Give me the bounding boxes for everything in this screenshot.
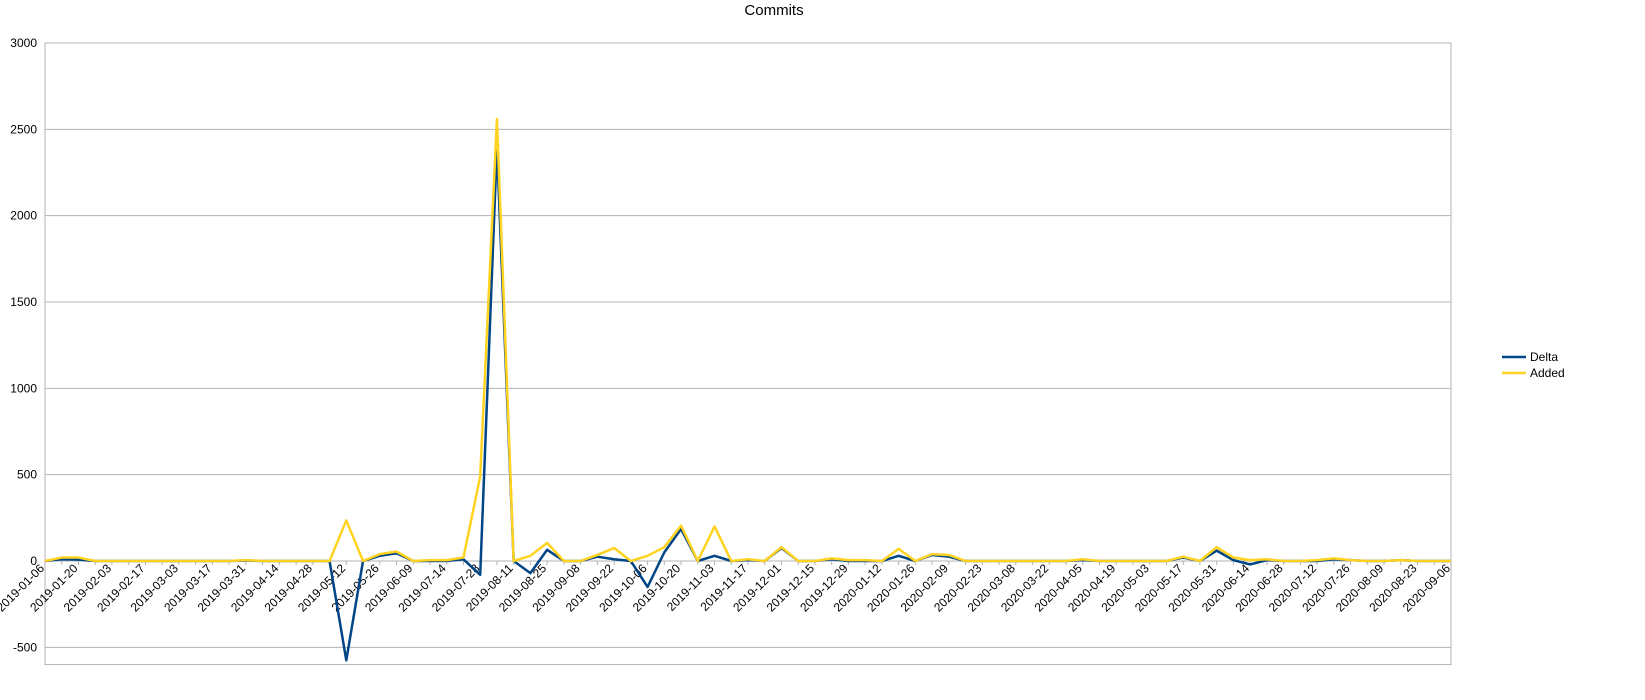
line-series [44, 117, 1451, 563]
y-tick-label: 2500 [10, 122, 37, 136]
legend-label: Added [1530, 366, 1565, 380]
y-tick-label: -500 [13, 640, 37, 654]
y-tick-label: 500 [17, 468, 37, 482]
y-tick-label: 2000 [10, 209, 37, 223]
y-tick-label: 0 [30, 554, 37, 568]
legend-label: Delta [1530, 350, 1558, 364]
y-tick-label: 1500 [10, 295, 37, 309]
chart-title: Commits [744, 2, 803, 19]
y-tick-label: 3000 [10, 36, 37, 50]
plot-border [44, 42, 1452, 666]
y-tick-label: 1000 [10, 381, 37, 395]
